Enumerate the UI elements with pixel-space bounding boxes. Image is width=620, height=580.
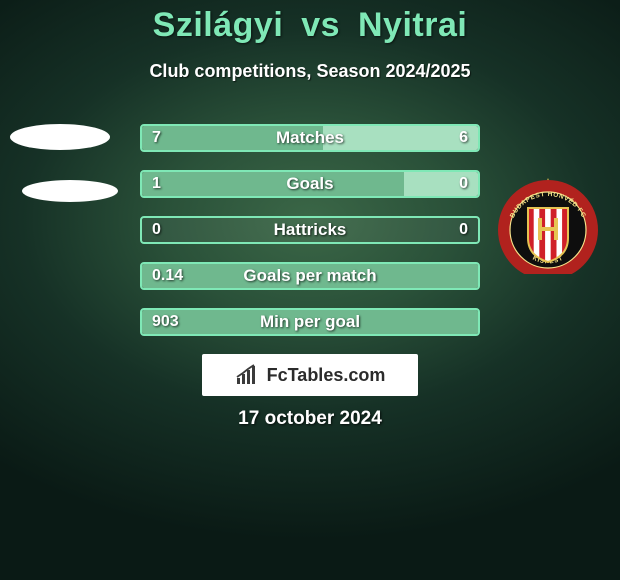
player1-name: Szilágyi [153,6,284,44]
stat-row: 903Min per goal [140,308,480,336]
stat-label: Min per goal [142,310,478,334]
stat-row: 0.14Goals per match [140,262,480,290]
vs-text: vs [301,6,340,44]
stat-row: 00Hattricks [140,216,480,244]
stat-label: Matches [142,126,478,150]
stat-label: Goals [142,172,478,196]
stat-label: Goals per match [142,264,478,288]
bar-chart-icon [235,364,261,386]
stat-row: 10Goals [140,170,480,198]
comparison-infographic: Szilágyi vs Nyitrai Club competitions, S… [0,0,620,580]
club-badge-svg: BUDAPEST HONVÉD FC KISPEST [494,178,602,274]
stat-row: 76Matches [140,124,480,152]
watermark-text: FcTables.com [267,365,386,386]
fctables-watermark: FcTables.com [202,354,418,396]
infographic-date: 17 october 2024 [0,408,620,430]
player1-photo-placeholder-mid [22,180,118,202]
player2-name: Nyitrai [358,6,467,44]
player2-club-badge: BUDAPEST HONVÉD FC KISPEST [494,178,602,274]
stat-label: Hattricks [142,218,478,242]
stats-bars: 76Matches 10Goals 00Hattricks 0.14Goals per… [140,124,480,354]
player1-photo-placeholder-top [10,124,110,150]
page-title: Szilágyi vs Nyitrai [0,0,620,45]
subtitle-text: Club competitions, Season 2024/2025 [0,61,620,82]
